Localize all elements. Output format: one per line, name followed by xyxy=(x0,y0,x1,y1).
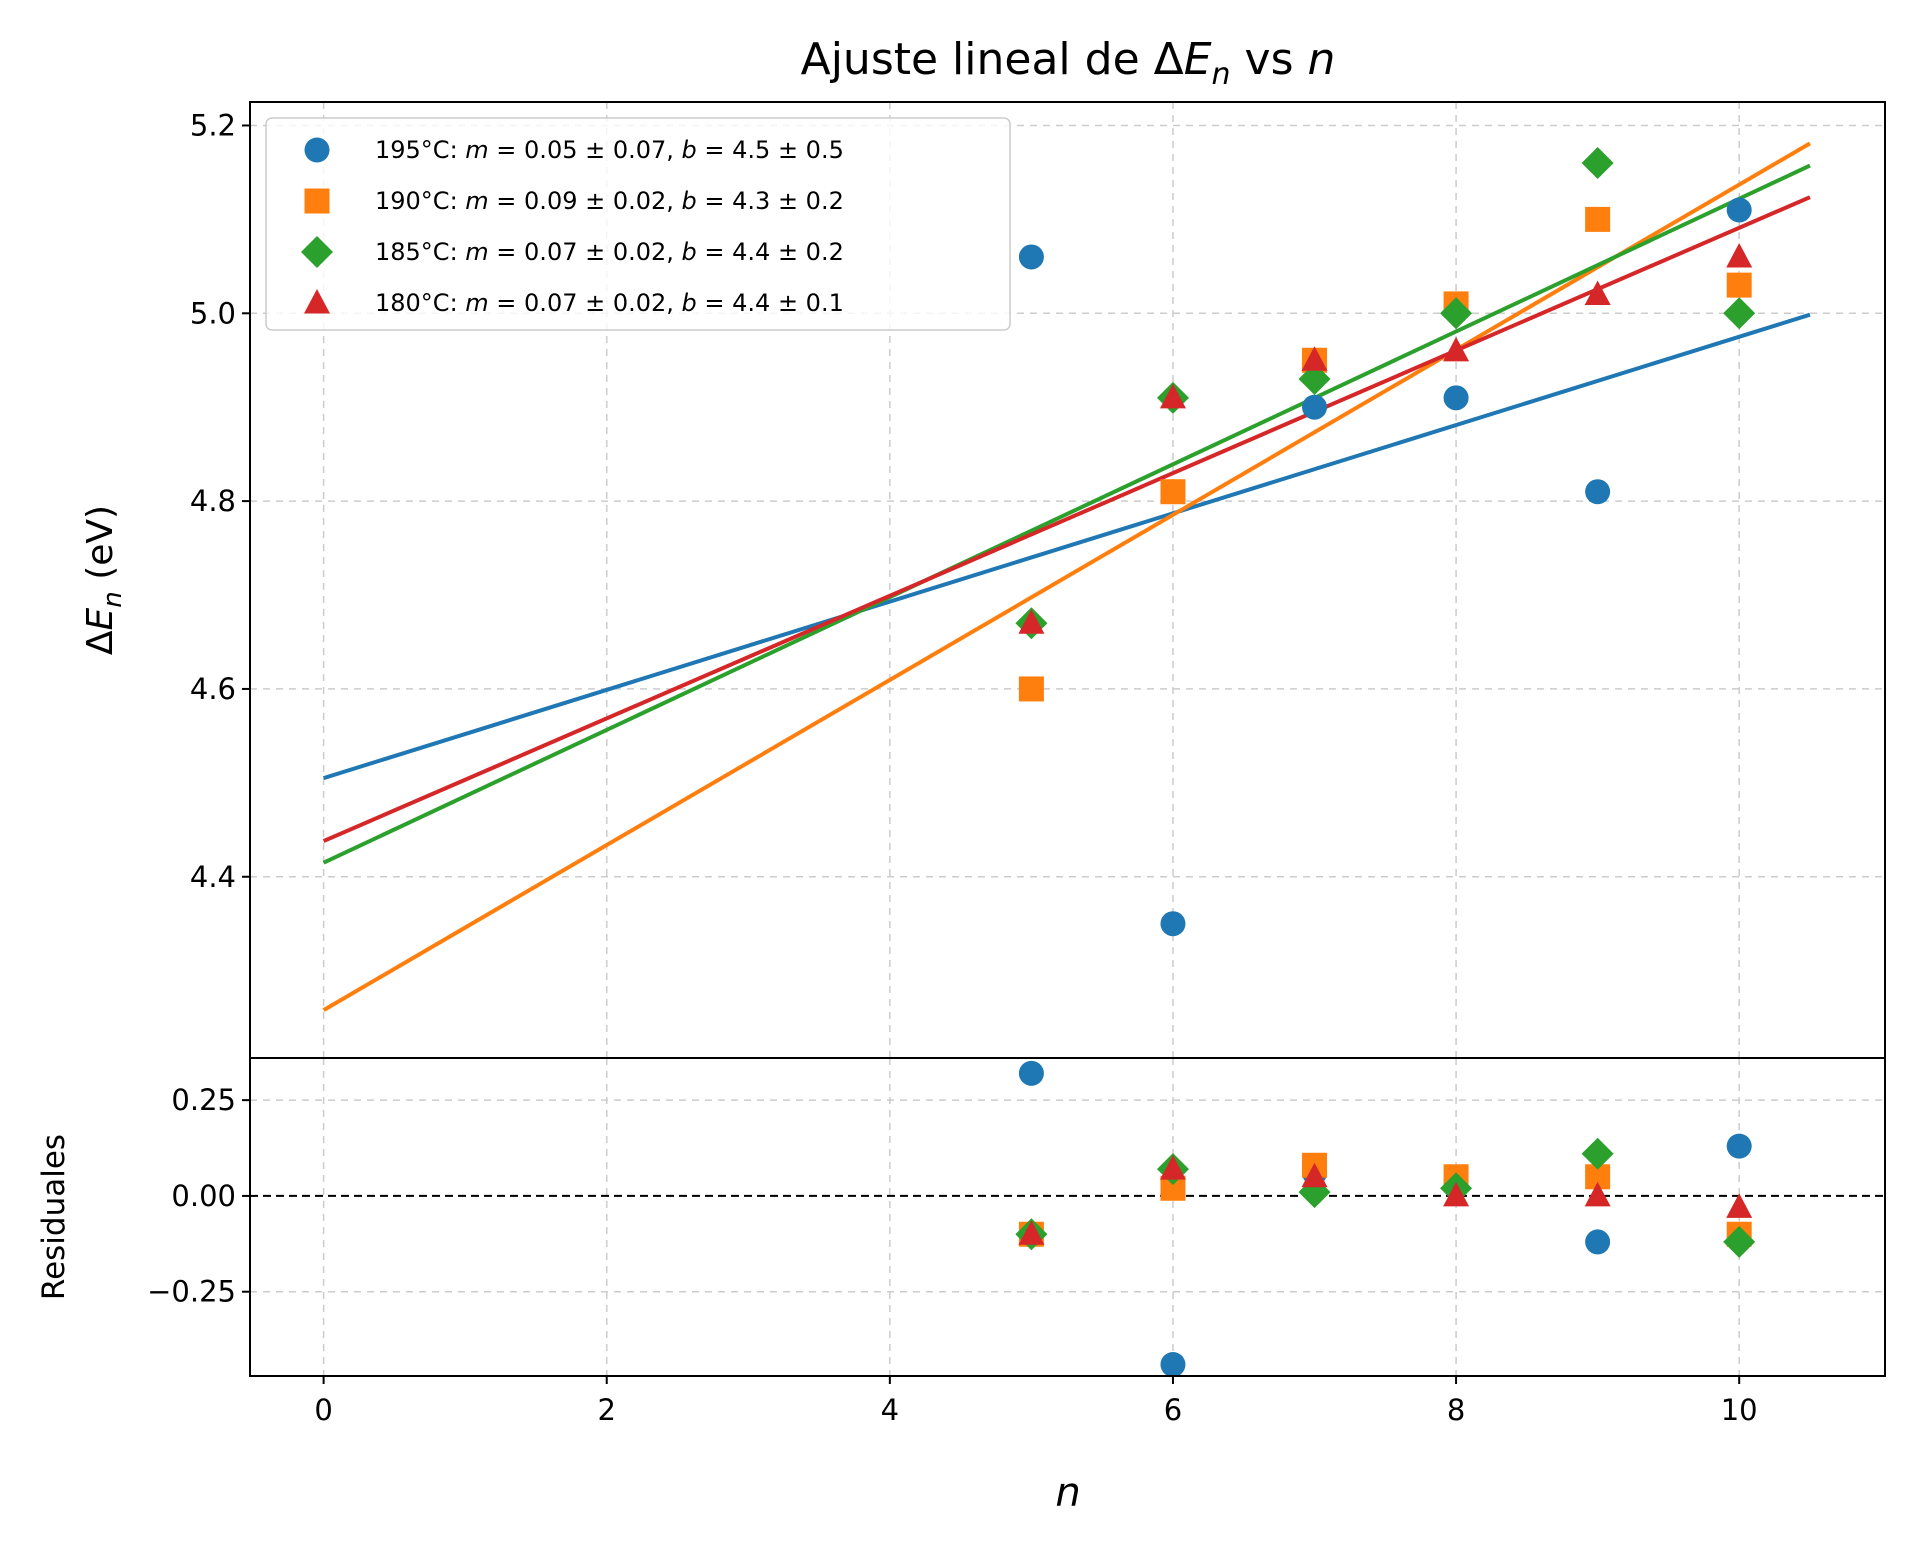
residuals-y-ticks: −0.25 0.00 0.25 xyxy=(147,1083,250,1309)
main-y-axis-label: ΔEn (eV) xyxy=(80,505,128,655)
main-y-tick-label: 4.6 xyxy=(190,672,236,706)
residual-point-series-3 xyxy=(1301,1162,1328,1188)
legend-label-3: 180°C: m = 0.07 ± 0.02, b = 4.4 ± 0.1 xyxy=(375,289,844,317)
x-axis-label: n xyxy=(1055,1470,1080,1516)
legend-marker-0 xyxy=(304,137,330,163)
x-tick-label: 4 xyxy=(881,1393,899,1427)
legend-label-1: 190°C: m = 0.09 ± 0.02, b = 4.3 ± 0.2 xyxy=(375,187,844,215)
residual-point-series-0 xyxy=(1726,1133,1752,1159)
data-point-series-2 xyxy=(1723,297,1756,330)
residual-point-series-3 xyxy=(1159,1155,1186,1180)
data-point-series-0 xyxy=(1726,197,1752,223)
fit-line-2 xyxy=(322,163,1811,865)
residuals-y-tick-label: 0.00 xyxy=(171,1179,236,1213)
data-point-series-0 xyxy=(1018,244,1044,270)
main-y-tick-label: 4.8 xyxy=(190,484,236,518)
main-y-tick-label: 5.0 xyxy=(190,296,236,330)
chart-title: Ajuste lineal de ΔEn vs n xyxy=(801,34,1336,92)
data-point-series-0 xyxy=(1443,385,1469,411)
residuals-y-tick-label: 0.25 xyxy=(171,1083,236,1117)
data-point-series-3 xyxy=(1159,383,1186,409)
data-point-series-2 xyxy=(1581,147,1614,180)
legend-label-0: 195°C: m = 0.05 ± 0.07, b = 4.5 ± 0.5 xyxy=(375,136,844,164)
main-y-tick-label: 5.2 xyxy=(190,108,236,142)
data-point-series-3 xyxy=(1301,346,1328,371)
residuals-y-axis-label: Residuales xyxy=(36,1134,72,1300)
data-point-series-1 xyxy=(1018,676,1044,702)
residuals-plot-area: −0.25 0.00 0.25 0 2 4 6 8 10 xyxy=(147,1057,1886,1427)
legend: 195°C: m = 0.05 ± 0.07, b = 4.5 ± 0.5 190… xyxy=(265,117,1011,331)
x-tick-label: 10 xyxy=(1721,1393,1758,1427)
residual-point-series-3 xyxy=(1726,1193,1753,1218)
main-y-tick-label: 4.4 xyxy=(190,860,236,894)
data-point-series-2 xyxy=(1298,363,1331,396)
residual-point-series-3 xyxy=(1443,1181,1470,1207)
legend-box xyxy=(265,117,1011,331)
legend-marker-1 xyxy=(304,188,330,214)
x-tick-label: 8 xyxy=(1447,1393,1465,1427)
data-point-series-0 xyxy=(1585,479,1611,505)
residual-point-series-2 xyxy=(1723,1225,1756,1258)
fit-lines xyxy=(322,141,1811,1012)
x-tick-label: 6 xyxy=(1164,1393,1182,1427)
data-point-series-1 xyxy=(1585,206,1611,232)
x-ticks: 0 2 4 6 8 10 xyxy=(314,1376,1758,1427)
residuals-y-tick-label: −0.25 xyxy=(147,1275,236,1309)
residual-point-series-0 xyxy=(1018,1060,1044,1086)
data-point-series-3 xyxy=(1584,280,1611,306)
residual-point-series-0 xyxy=(1160,1352,1186,1378)
x-tick-label: 0 xyxy=(314,1393,332,1427)
legend-label-2: 185°C: m = 0.07 ± 0.02, b = 4.4 ± 0.2 xyxy=(375,238,844,266)
data-point-series-3 xyxy=(1726,242,1753,268)
legend-marker-2 xyxy=(301,236,333,268)
main-y-ticks: 4.4 4.6 4.8 5.0 5.2 xyxy=(190,108,250,894)
data-point-series-2 xyxy=(1440,297,1473,330)
residual-point-series-2 xyxy=(1581,1137,1614,1170)
residual-point-series-0 xyxy=(1585,1229,1611,1255)
fit-line-3 xyxy=(322,195,1811,843)
data-point-series-0 xyxy=(1302,394,1328,420)
data-point-series-3 xyxy=(1443,336,1470,362)
residual-points xyxy=(1015,1060,1756,1378)
residuals-axes-frame xyxy=(249,1057,1886,1377)
residual-point-series-3 xyxy=(1584,1181,1611,1207)
fit-line-1 xyxy=(322,141,1811,1012)
residual-point-series-3 xyxy=(1018,1220,1045,1245)
data-point-series-1 xyxy=(1160,479,1186,505)
data-points xyxy=(1015,147,1756,937)
x-tick-label: 2 xyxy=(598,1393,616,1427)
data-point-series-3 xyxy=(1018,609,1045,634)
legend-marker-3 xyxy=(304,289,330,314)
data-point-series-1 xyxy=(1726,272,1752,298)
fit-line-0 xyxy=(323,312,1811,781)
data-point-series-0 xyxy=(1160,911,1186,937)
